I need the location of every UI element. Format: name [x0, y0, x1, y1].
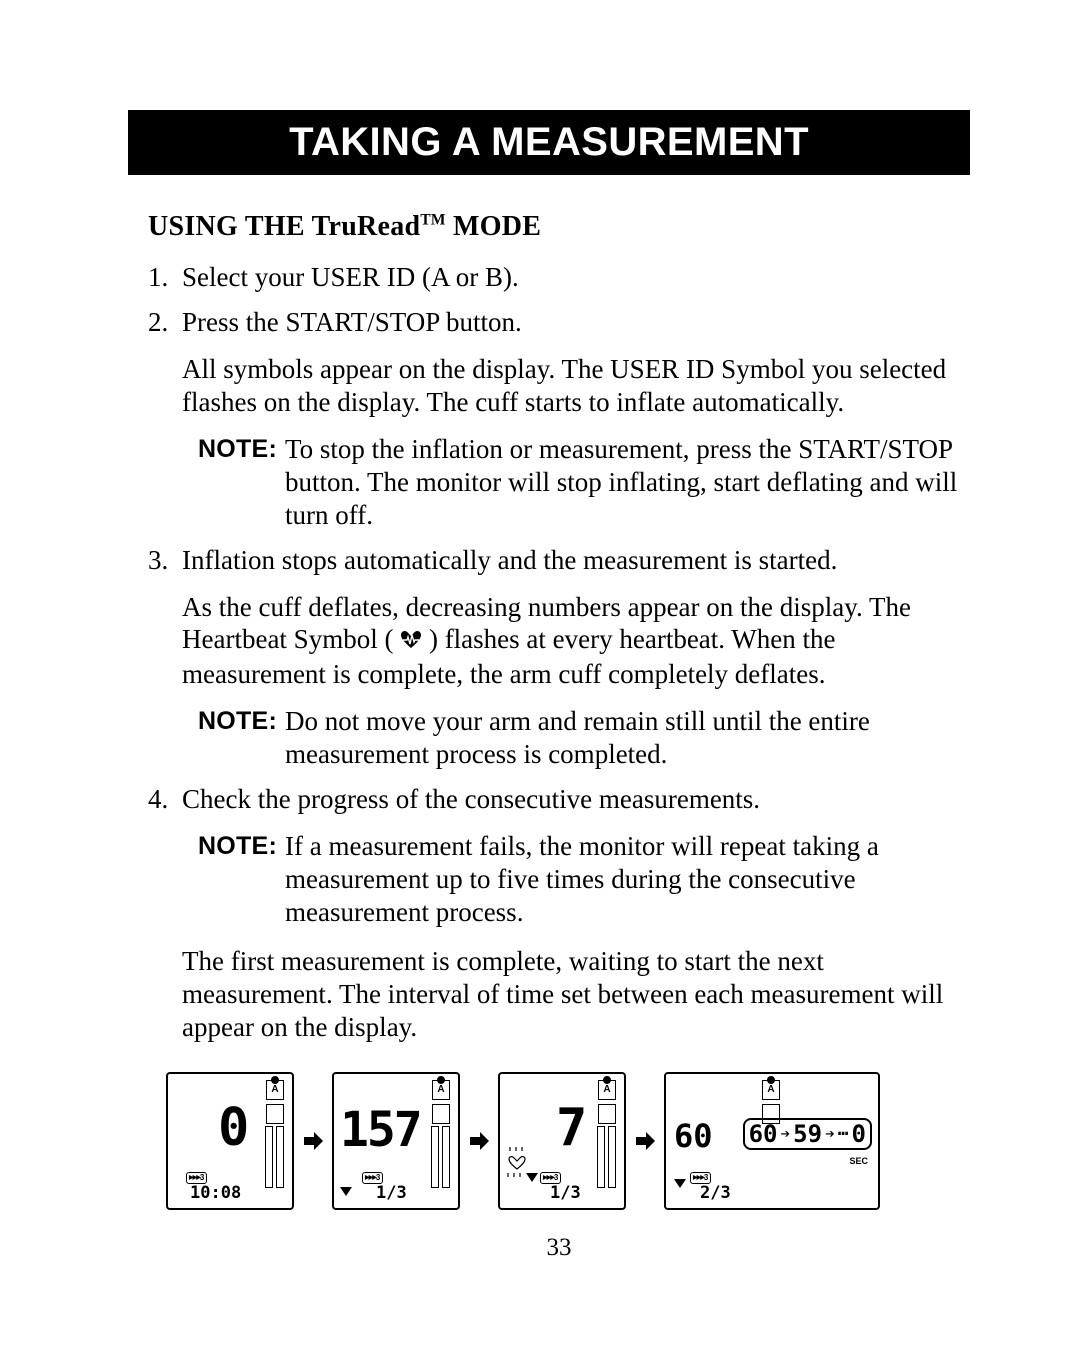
step-3-para: As the cuff deflates, decreasing numbers… — [182, 591, 970, 692]
side-bars-icon — [597, 1126, 616, 1188]
lcd-3-bottom: 1/3 — [550, 1185, 581, 1202]
side-bars-icon — [265, 1126, 284, 1188]
note-label: NOTE: — [198, 705, 285, 771]
lcd-2-bottom: 1/3 — [376, 1185, 407, 1202]
lcd-panel-1: A 0 ▶▶▶3 10:08 — [166, 1072, 294, 1210]
side-bars-icon — [431, 1126, 450, 1188]
page-title-bar: TAKING A MEASUREMENT — [128, 110, 970, 175]
countdown-0: 0 — [852, 1122, 866, 1146]
user-a-icon: A — [432, 1080, 450, 1100]
step-2-para: All symbols appear on the display. The U… — [182, 353, 970, 419]
step-1: Select your USER ID (A or B). — [148, 261, 970, 294]
step-2-note: NOTE: To stop the inflation or measureme… — [182, 433, 970, 532]
step-4-note-text: If a measurement fails, the monitor will… — [285, 830, 970, 929]
lcd-2-big: 157 — [340, 1106, 421, 1154]
step-2-text: Press the START/STOP button. — [182, 307, 522, 337]
deflate-down-icon — [674, 1179, 686, 1188]
lcd-1-big: 0 — [218, 1102, 247, 1154]
lcd-4-outside-60: 60 — [674, 1120, 713, 1152]
arrow-small-icon: ➔ — [825, 1126, 835, 1142]
section-heading-pre: USING THE TruRead — [148, 211, 420, 242]
lcd-3-pill: ▶▶▶3 — [540, 1172, 561, 1184]
user-b-empty-icon — [432, 1104, 450, 1124]
step-3-note: NOTE: Do not move your arm and remain st… — [182, 705, 970, 771]
user-a-icon: A — [266, 1080, 284, 1100]
lcd-diagram-row: A 0 ▶▶▶3 10:08 A 157 ▶▶▶3 1/3 — [166, 1072, 970, 1210]
countdown-59: 59 — [793, 1122, 822, 1146]
section-heading-post: MODE — [446, 211, 542, 242]
step-2-note-text: To stop the inflation or measurement, pr… — [285, 433, 970, 532]
step-1-text: Select your USER ID (A or B). — [182, 262, 519, 292]
countdown-dots: ⋯ — [838, 1125, 849, 1143]
page-title: TAKING A MEASUREMENT — [289, 120, 809, 164]
lcd-panel-2: A 157 ▶▶▶3 1/3 — [332, 1072, 460, 1210]
arrow-small-icon: ➔ — [781, 1126, 791, 1142]
arrow-icon — [634, 1130, 656, 1152]
step-2: Press the START/STOP button. All symbols… — [148, 306, 970, 532]
heartbeat-icon — [400, 625, 422, 658]
trademark: TM — [420, 212, 445, 229]
user-b-empty-icon — [598, 1104, 616, 1124]
lcd-2-pill: ▶▶▶3 — [362, 1172, 383, 1184]
step-4-text: Check the progress of the consecutive me… — [182, 784, 760, 814]
page-number: 33 — [148, 1234, 970, 1262]
user-b-empty-icon — [266, 1104, 284, 1124]
steps-list: Select your USER ID (A or B). Press the … — [148, 261, 970, 929]
lcd-panel-3: A 7 ▶▶▶3 1/3 — [498, 1072, 626, 1210]
truread-pill-icon: ▶▶▶3 — [690, 1172, 711, 1184]
section-heading: USING THE TruReadTM MODE — [148, 211, 970, 243]
manual-page: TAKING A MEASUREMENT USING THE TruReadTM… — [0, 0, 1080, 1302]
truread-pill-icon: ▶▶▶3 — [186, 1172, 207, 1184]
lcd-1-bottom: 10:08 — [190, 1185, 241, 1202]
user-a-icon: A — [762, 1080, 780, 1100]
heartbeat-small-icon — [506, 1147, 528, 1182]
note-label: NOTE: — [198, 830, 285, 929]
truread-pill-icon: ▶▶▶3 — [540, 1172, 561, 1184]
note-label: NOTE: — [198, 433, 285, 532]
lcd-3-big: 7 — [556, 1102, 585, 1154]
step-4: Check the progress of the consecutive me… — [148, 783, 970, 929]
lcd-4-pill: ▶▶▶3 — [690, 1172, 711, 1184]
lcd-panel-4: A 60 60 ➔ 59 ➔ ⋯ 0 SEC ▶▶▶3 2/3 — [664, 1072, 880, 1210]
lcd-4-bottom: 2/3 — [700, 1185, 731, 1202]
truread-pill-icon: ▶▶▶3 — [362, 1172, 383, 1184]
arrow-icon — [468, 1130, 490, 1152]
countdown-strip: 60 ➔ 59 ➔ ⋯ 0 — [743, 1118, 872, 1150]
deflate-down-icon — [340, 1187, 352, 1196]
step-3: Inflation stops automatically and the me… — [148, 544, 970, 772]
step-3-note-text: Do not move your arm and remain still un… — [285, 705, 970, 771]
sec-label: SEC — [849, 1156, 868, 1166]
step-4-note: NOTE: If a measurement fails, the monito… — [182, 830, 970, 929]
user-a-icon: A — [598, 1080, 616, 1100]
countdown-60: 60 — [749, 1122, 778, 1146]
arrow-icon — [302, 1130, 324, 1152]
step-3-text: Inflation stops automatically and the me… — [182, 545, 837, 575]
after-steps-para: The first measurement is complete, waiti… — [182, 945, 970, 1044]
lcd-1-pill: ▶▶▶3 — [186, 1172, 207, 1184]
